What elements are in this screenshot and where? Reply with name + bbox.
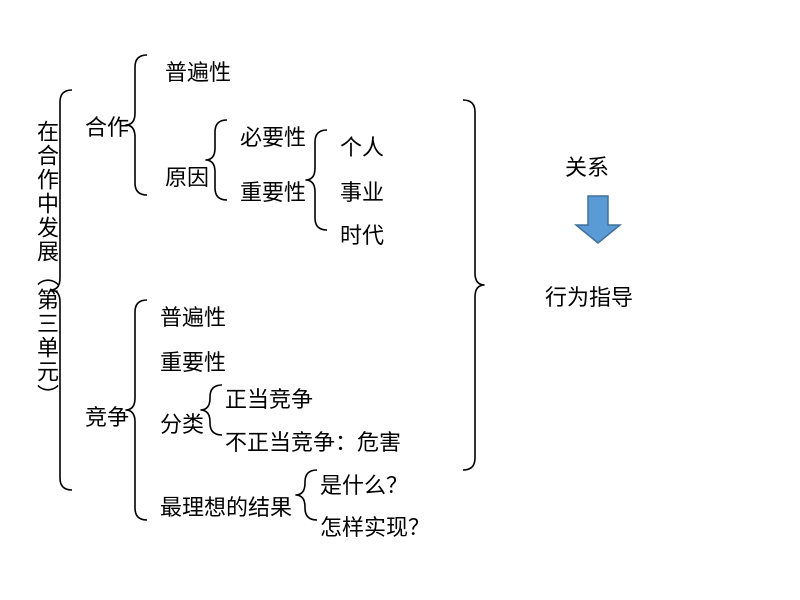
- yuanyin: 原因: [165, 160, 209, 192]
- hezuo: 合作: [85, 110, 129, 142]
- shidai: 时代: [340, 218, 384, 250]
- zenyang: 怎样实现？: [320, 510, 430, 542]
- biyaoxing: 必要性: [240, 120, 306, 152]
- shishenme: 是什么？: [320, 468, 408, 500]
- root-label: 在合作中发展（第三单元）: [30, 120, 62, 408]
- lixiang: 最理想的结果: [160, 490, 292, 522]
- shiye: 事业: [340, 175, 384, 207]
- zhongyaoxing1: 重要性: [240, 175, 306, 207]
- guanxi-label: 关系: [565, 150, 609, 182]
- fenlei: 分类: [160, 407, 204, 439]
- jingzheng: 竞争: [85, 400, 129, 432]
- zhidao-label: 行为指导: [545, 280, 633, 312]
- down-arrow-icon: [575, 195, 621, 245]
- geren: 个人: [340, 130, 384, 162]
- zhongyaoxing2: 重要性: [160, 345, 226, 377]
- pubianxing1: 普遍性: [165, 55, 231, 87]
- buzhengdang: 不正当竞争：危害: [225, 425, 401, 457]
- pubianxing2: 普遍性: [160, 300, 226, 332]
- zhengdang: 正当竞争: [225, 382, 313, 414]
